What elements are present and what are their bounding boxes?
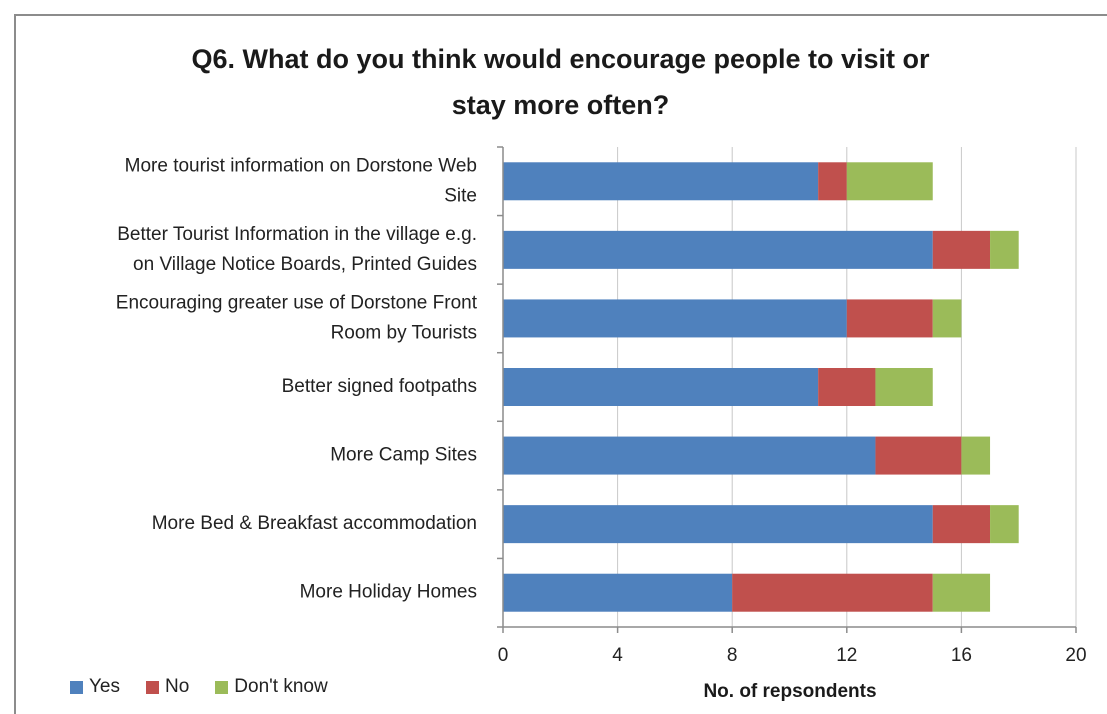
bar-yes — [503, 368, 819, 406]
legend-label-no: No — [165, 676, 190, 697]
bar-no — [932, 505, 991, 544]
legend: Yes No Don't know — [70, 676, 328, 698]
legend-swatch-yes — [70, 680, 83, 694]
bar-yes — [503, 162, 819, 201]
bar-no — [846, 299, 933, 338]
x-tick-label: 4 — [612, 645, 623, 666]
chart-title-line-1: Q6. What do you think would encourage pe… — [191, 44, 930, 74]
x-axis-title: No. of repsondents — [703, 681, 876, 702]
bar-dont-know — [961, 436, 991, 475]
category-label: Room by Tourists — [331, 322, 477, 343]
bar-no — [932, 230, 991, 269]
bar-yes — [503, 299, 847, 338]
x-tick-label: 0 — [498, 645, 509, 666]
bar-dont-know — [990, 230, 1019, 269]
legend-item-dont-know: Don't know — [215, 676, 328, 698]
bar-dont-know — [846, 162, 933, 201]
bar-yes — [503, 573, 733, 612]
category-label: More tourist information on Dorstone Web — [125, 155, 477, 176]
bar-no — [875, 436, 962, 475]
category-label: Site — [444, 185, 477, 206]
bar-yes — [503, 505, 933, 544]
bar-no — [732, 573, 933, 612]
legend-item-no: No — [146, 676, 189, 698]
x-tick-label: 16 — [951, 645, 972, 666]
bar-no — [818, 368, 876, 406]
x-tick-label: 12 — [836, 645, 857, 666]
chart-title: Q6. What do you think would encourage pe… — [14, 36, 1107, 128]
x-tick-label: 20 — [1065, 645, 1086, 666]
bar-dont-know — [875, 368, 933, 406]
bar-no — [818, 162, 847, 201]
legend-swatch-no — [146, 680, 159, 694]
legend-swatch-dont-know — [215, 680, 229, 694]
x-tick-label: 8 — [727, 645, 738, 666]
category-label: on Village Notice Boards, Printed Guides — [133, 254, 477, 275]
category-label: More Bed & Breakfast accommodation — [152, 513, 477, 534]
bar-dont-know — [990, 505, 1019, 544]
legend-label-dont-know: Don't know — [234, 676, 328, 697]
chart-title-line-2: stay more often? — [451, 90, 670, 120]
legend-label-yes: Yes — [89, 676, 120, 697]
legend-item-yes: Yes — [70, 676, 120, 698]
bar-dont-know — [932, 573, 991, 612]
bar-yes — [503, 230, 933, 269]
category-label: Better Tourist Information in the villag… — [117, 224, 477, 245]
bar-yes — [503, 436, 876, 475]
category-label: Encouraging greater use of Dorstone Fron… — [116, 292, 478, 313]
category-label: Better signed footpaths — [282, 376, 477, 397]
bar-dont-know — [932, 299, 962, 338]
category-label: More Camp Sites — [330, 445, 477, 466]
category-label: More Holiday Homes — [300, 582, 477, 603]
